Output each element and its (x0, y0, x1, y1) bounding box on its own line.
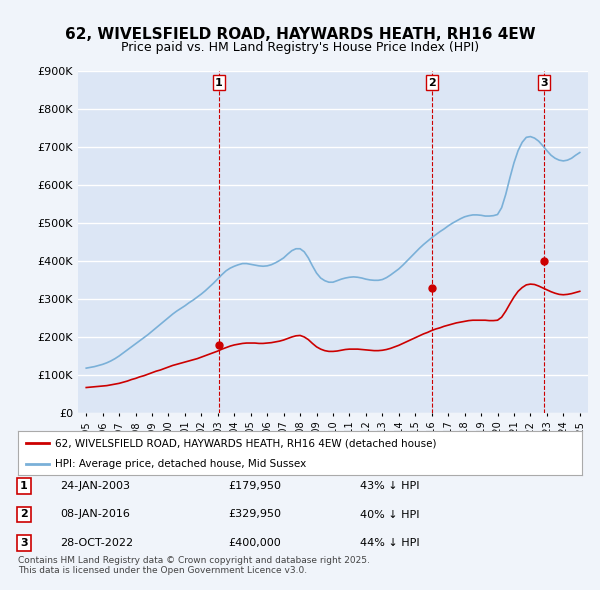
Text: Price paid vs. HM Land Registry's House Price Index (HPI): Price paid vs. HM Land Registry's House … (121, 41, 479, 54)
Text: 44% ↓ HPI: 44% ↓ HPI (360, 538, 419, 548)
Text: 1: 1 (215, 78, 223, 88)
Text: 62, WIVELSFIELD ROAD, HAYWARDS HEATH, RH16 4EW (detached house): 62, WIVELSFIELD ROAD, HAYWARDS HEATH, RH… (55, 438, 436, 448)
Text: 28-OCT-2022: 28-OCT-2022 (60, 538, 133, 548)
Text: £179,950: £179,950 (228, 481, 281, 491)
Text: Contains HM Land Registry data © Crown copyright and database right 2025.
This d: Contains HM Land Registry data © Crown c… (18, 556, 370, 575)
Text: 24-JAN-2003: 24-JAN-2003 (60, 481, 130, 491)
Text: £400,000: £400,000 (228, 538, 281, 548)
Text: 2: 2 (20, 510, 28, 519)
Text: 3: 3 (20, 538, 28, 548)
Text: HPI: Average price, detached house, Mid Sussex: HPI: Average price, detached house, Mid … (55, 459, 306, 469)
Text: 1: 1 (20, 481, 28, 491)
Text: 62, WIVELSFIELD ROAD, HAYWARDS HEATH, RH16 4EW: 62, WIVELSFIELD ROAD, HAYWARDS HEATH, RH… (65, 27, 535, 41)
Text: 2: 2 (428, 78, 436, 88)
Text: £329,950: £329,950 (228, 510, 281, 519)
Text: 43% ↓ HPI: 43% ↓ HPI (360, 481, 419, 491)
Text: 40% ↓ HPI: 40% ↓ HPI (360, 510, 419, 519)
Text: 3: 3 (540, 78, 548, 88)
Text: 08-JAN-2016: 08-JAN-2016 (60, 510, 130, 519)
